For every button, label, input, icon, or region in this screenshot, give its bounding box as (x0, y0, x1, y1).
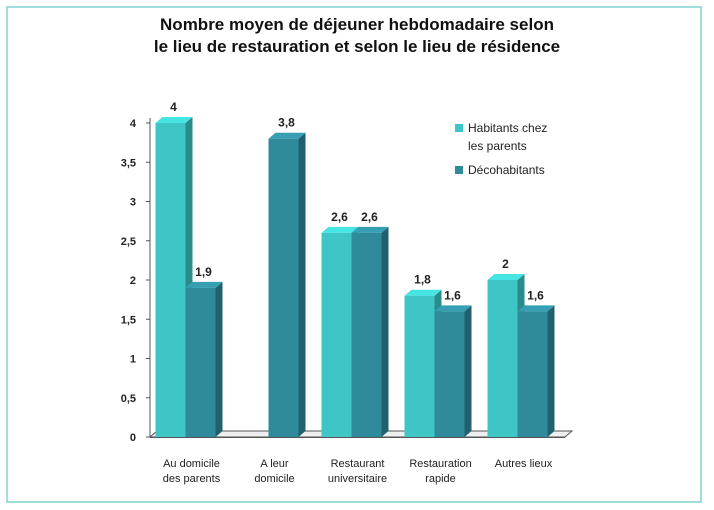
bar-top (321, 226, 359, 233)
chart-title: Nombre moyen de déjeuner hebdomadaire se… (154, 15, 560, 56)
bar-top (185, 281, 223, 288)
bar (517, 311, 548, 437)
bar-side (215, 281, 223, 437)
bar (185, 287, 216, 437)
bar (155, 123, 186, 437)
bar-top (268, 132, 306, 139)
bar-side (464, 305, 472, 437)
data-label: 1,6 (527, 288, 544, 302)
y-tick-label: 0 (130, 432, 136, 444)
bar-side (381, 226, 389, 437)
bar-top (517, 305, 555, 312)
bar-side (547, 305, 555, 437)
data-label: 1,8 (414, 273, 431, 287)
bar (404, 295, 435, 437)
legend-label: Décohabitants (468, 163, 545, 177)
y-tick-label: 2,5 (121, 236, 136, 248)
bar (434, 311, 465, 437)
x-tick-label: Autres lieux (495, 458, 553, 470)
x-tick-label: Au domicile des parents (163, 458, 221, 485)
bar-top (351, 226, 389, 233)
data-label: 3,8 (278, 116, 295, 130)
data-label: 2 (502, 257, 509, 271)
y-tick-label: 2 (130, 275, 136, 287)
x-tick-label: A leur domicile (254, 458, 294, 485)
y-tick-label: 0,5 (121, 393, 136, 405)
y-tick-label: 3 (130, 197, 136, 209)
data-label: 4 (170, 100, 177, 114)
data-label: 2,6 (361, 210, 378, 224)
bar (487, 280, 518, 437)
y-tick-label: 4 (130, 118, 137, 130)
legend-swatch (455, 124, 463, 132)
data-label: 2,6 (331, 210, 348, 224)
bar-top (487, 274, 525, 280)
bar-top (434, 305, 472, 312)
bar (351, 232, 382, 437)
x-tick-label: Restauration rapide (409, 458, 471, 485)
y-tick-label: 1,5 (121, 314, 136, 326)
bar (268, 138, 299, 437)
data-label: 1,9 (195, 265, 212, 279)
y-tick-label: 3,5 (121, 157, 136, 169)
bar-top (155, 117, 193, 123)
legend-swatch (455, 166, 463, 174)
bar-side (298, 132, 306, 437)
bar-top (404, 289, 442, 296)
x-tick-label: Restaurant universitaire (328, 458, 387, 485)
legend-label: Habitants chez les parents (468, 121, 547, 153)
bar (321, 232, 352, 437)
y-tick-label: 1 (130, 354, 136, 366)
data-label: 1,6 (444, 288, 461, 302)
